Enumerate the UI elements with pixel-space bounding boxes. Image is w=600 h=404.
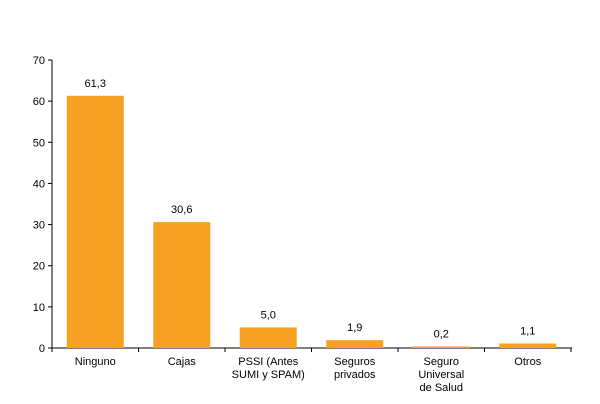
y-tick-label: 30 bbox=[33, 220, 45, 232]
category-label: Ninguno bbox=[75, 356, 116, 368]
category-label-line: Universal bbox=[418, 369, 464, 381]
category-label: Cajas bbox=[168, 356, 197, 368]
category-label-line: de Salud bbox=[420, 382, 463, 394]
y-tick-label: 20 bbox=[33, 261, 45, 273]
bar bbox=[153, 222, 211, 348]
y-tick-label: 50 bbox=[33, 137, 45, 149]
data-label: 0,2 bbox=[434, 329, 449, 341]
data-label: 1,1 bbox=[520, 325, 535, 337]
category-label-line: Seguro bbox=[424, 356, 459, 368]
bar bbox=[239, 327, 297, 348]
x-axis bbox=[51, 347, 572, 352]
bar bbox=[326, 340, 384, 348]
bar bbox=[66, 95, 124, 349]
category-label-line: Cajas bbox=[168, 356, 197, 368]
category-label-line: SUMI y SPAM) bbox=[232, 369, 305, 381]
y-tick-label: 40 bbox=[33, 178, 45, 190]
bar bbox=[499, 343, 557, 348]
category-label-line: Seguros bbox=[334, 356, 375, 368]
bars bbox=[66, 95, 557, 349]
bar bbox=[412, 346, 470, 348]
category-label: Seguro Universal de Salud bbox=[418, 356, 464, 394]
y-tick-label: 0 bbox=[39, 343, 45, 355]
y-tick-label: 60 bbox=[33, 96, 45, 108]
data-label: 5,0 bbox=[261, 309, 276, 321]
data-labels: 61,3 30,6 5,0 1,9 0,2 1,1 bbox=[85, 78, 536, 341]
category-label-line: Ninguno bbox=[75, 356, 116, 368]
category-label-line: Otros bbox=[514, 356, 541, 368]
category-label: Otros bbox=[514, 356, 541, 368]
category-labels: Ninguno Cajas PSSI (Antes SUMI y SPAM) Segur… bbox=[75, 356, 542, 394]
data-label: 1,9 bbox=[347, 322, 362, 334]
category-label-line: privados bbox=[334, 369, 376, 381]
data-label: 30,6 bbox=[171, 204, 192, 216]
category-label-line: PSSI (Antes bbox=[238, 356, 298, 368]
data-label: 61,3 bbox=[85, 78, 106, 90]
category-label: Seguros privados bbox=[334, 356, 376, 381]
y-tick-label: 70 bbox=[33, 55, 45, 67]
y-axis: 0 10 20 30 40 50 60 70 bbox=[33, 55, 53, 355]
category-label: PSSI (Antes SUMI y SPAM) bbox=[232, 356, 305, 381]
y-tick-label: 10 bbox=[33, 302, 45, 314]
